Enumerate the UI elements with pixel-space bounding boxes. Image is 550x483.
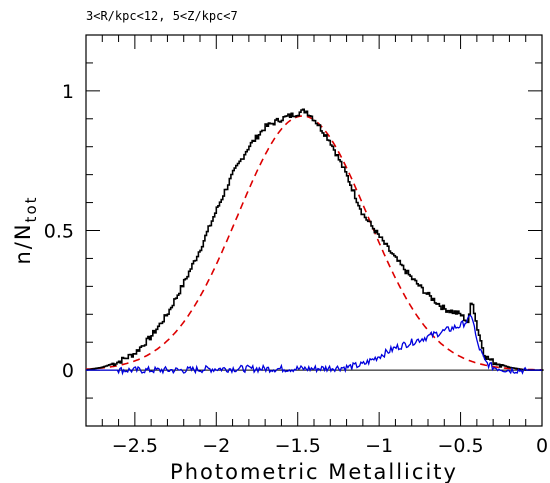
x-axis-title: Photometric Metallicity xyxy=(170,460,458,483)
ticks-layer: −2.5 −2 −1.5 −1 −0.5 0 0 0.5 1 xyxy=(44,35,548,457)
x-tick-label: −1.5 xyxy=(275,435,321,457)
y-tick-label: 0.5 xyxy=(44,221,74,243)
x-tick-label: −1 xyxy=(365,435,393,457)
y-axis-title-main: n/N xyxy=(11,222,35,264)
y-tick-label: 0 xyxy=(62,360,74,382)
lines-layer xyxy=(85,108,544,376)
residual-series-line xyxy=(86,314,542,376)
x-tick-label: −0.5 xyxy=(438,435,484,457)
histogram-series-line xyxy=(86,108,544,371)
y-tick-label: 1 xyxy=(62,81,74,103)
x-tick-label: 0 xyxy=(536,435,548,457)
x-tick-label: −2 xyxy=(202,435,230,457)
svg-text:n/Ntot: n/Ntot xyxy=(11,195,40,264)
x-tick-label: −2.5 xyxy=(112,435,158,457)
y-axis-title-sub: tot xyxy=(22,195,40,222)
chart-title: 3<R/kpc<12, 5<Z/kpc<7 xyxy=(86,9,238,23)
y-axis-title: n/Ntot xyxy=(11,195,40,264)
